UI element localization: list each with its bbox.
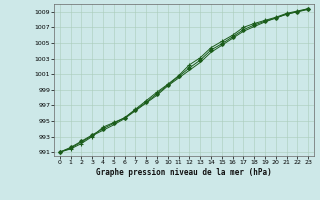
X-axis label: Graphe pression niveau de la mer (hPa): Graphe pression niveau de la mer (hPa) bbox=[96, 168, 272, 177]
